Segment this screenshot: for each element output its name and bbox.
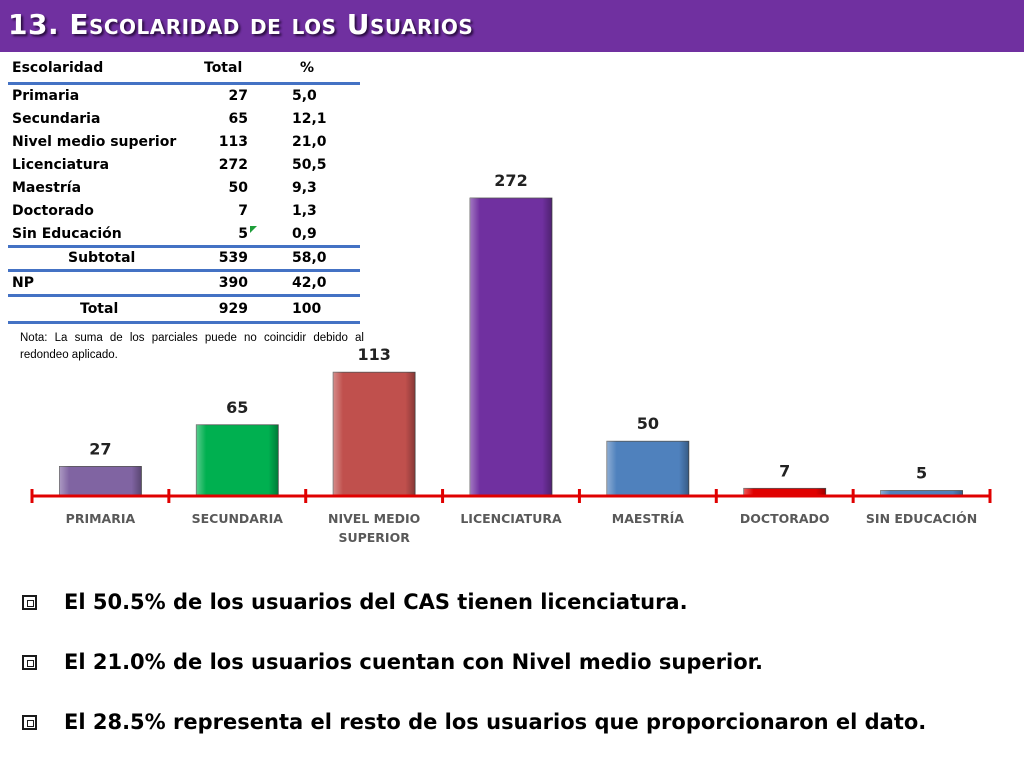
table-cell-percent: 21,0 (292, 134, 327, 150)
table-cell-label: NP (12, 275, 34, 291)
bullet-item: El 50.5% de los usuarios del CAS tienen … (22, 590, 1012, 620)
table-cell-percent: 100 (292, 301, 322, 317)
table-cell-level: Maestría (12, 180, 82, 196)
table-cell-percent: 5,0 (292, 88, 317, 104)
table-cell-percent: 12,1 (292, 111, 327, 127)
bullet-item: El 28.5% representa el resto de los usua… (22, 710, 1012, 740)
bar-bevel (743, 488, 826, 496)
bullet-item: El 21.0% de los usuarios cuentan con Niv… (22, 650, 1012, 680)
data-label: 27 (89, 439, 111, 458)
bar-chart: 27 PRIMARIA 65 SECUNDARIA 113 NIVEL MEDIO SUPE… (30, 171, 992, 545)
checkbox-bullet-icon (22, 595, 37, 610)
bullet-text: El 50.5% de los usuarios del CAS tienen … (64, 590, 688, 614)
category-label: SIN EDUCACIÓN (866, 511, 977, 526)
table-cell-total: 5 (238, 226, 248, 242)
table-cell-total: 65 (228, 111, 248, 127)
table-divider (8, 269, 360, 272)
table-row: Maestría 50 9,3 (8, 178, 360, 200)
category-label: LICENCIATURA (460, 511, 562, 526)
table-cell-label: Total (80, 301, 119, 317)
table-cell-total: 7 (238, 203, 248, 219)
table-header-total: Total (204, 60, 243, 76)
table-cell-label: Subtotal (68, 250, 136, 266)
table-subtotal-row: Subtotal 539 58,0 (8, 248, 360, 270)
table-cell-total: 929 (218, 301, 248, 317)
bar-bevel (880, 490, 963, 496)
table-cell-percent: 58,0 (292, 250, 327, 266)
category-label: DOCTORADO (740, 511, 830, 526)
table-header-escolaridad: Escolaridad (12, 60, 104, 76)
table-divider (8, 294, 360, 297)
bar-bevel (59, 466, 142, 496)
data-label: 7 (779, 461, 790, 480)
table-note: Nota: La suma de los parciales puede no … (20, 332, 364, 361)
category-label: SECUNDARIA (192, 511, 284, 526)
category-label: MAESTRÍA (612, 511, 684, 526)
category-label: NIVEL MEDIO (328, 511, 420, 526)
table-cell-percent: 0,9 (292, 226, 317, 242)
table-cell-level: Secundaria (12, 111, 101, 127)
bar-bevel (196, 424, 279, 496)
data-label: 272 (494, 171, 527, 190)
bullet-text: El 28.5% representa el resto de los usua… (64, 710, 927, 734)
table-cell-percent: 42,0 (292, 275, 327, 291)
table-cell-level: Doctorado (12, 203, 94, 219)
table-cell-total: 50 (228, 180, 248, 196)
table-total-row: Total 929 100 (8, 299, 360, 321)
table-cell-total: 390 (218, 275, 248, 291)
table-cell-level: Primaria (12, 88, 80, 104)
table-cell-total: 272 (218, 157, 248, 173)
table-row: Primaria 27 5,0 (8, 86, 360, 108)
bullet-text: El 21.0% de los usuarios cuentan con Niv… (64, 650, 763, 674)
table-cell-percent: 50,5 (292, 157, 327, 173)
table-cell-level: Nivel medio superior (12, 134, 177, 150)
bar-bevel (606, 441, 689, 496)
header-bar: 13. Escolaridad de los Usuarios (0, 0, 1024, 52)
data-label: 5 (916, 464, 927, 483)
table-row: Sin Educación 5 0,9 (8, 224, 360, 246)
data-label: 113 (357, 345, 390, 364)
cell-marker-icon (250, 226, 257, 233)
category-label: PRIMARIA (66, 511, 136, 526)
category-label: SUPERIOR (338, 530, 410, 545)
checkbox-bullet-icon (22, 715, 37, 730)
table-cell-total: 113 (218, 134, 248, 150)
table-header-percent: % (300, 60, 315, 76)
table-row: Licenciatura 272 50,5 (8, 155, 360, 177)
data-label: 50 (637, 414, 659, 433)
table-cell-total: 539 (218, 250, 248, 266)
table-row: Doctorado 7 1,3 (8, 201, 360, 223)
bar-bevel (470, 198, 552, 496)
table-cell-total: 27 (228, 88, 248, 104)
table-header-row: Escolaridad Total % (8, 58, 360, 80)
page-title: 13. Escolaridad de los Usuarios (8, 8, 474, 41)
table-row: Nivel medio superior 113 21,0 (8, 132, 360, 154)
bar-bevel (333, 372, 416, 496)
data-label: 65 (226, 398, 248, 417)
table-cell-level: Licenciatura (12, 157, 110, 173)
checkbox-bullet-icon (22, 655, 37, 670)
table-row: Secundaria 65 12,1 (8, 109, 360, 131)
table-cell-level: Sin Educación (12, 226, 122, 242)
table-divider (8, 82, 360, 85)
table-np-row: NP 390 42,0 (8, 273, 360, 295)
table-divider (8, 321, 360, 324)
table-divider (8, 245, 360, 248)
table-cell-percent: 1,3 (292, 203, 317, 219)
table-cell-percent: 9,3 (292, 180, 317, 196)
